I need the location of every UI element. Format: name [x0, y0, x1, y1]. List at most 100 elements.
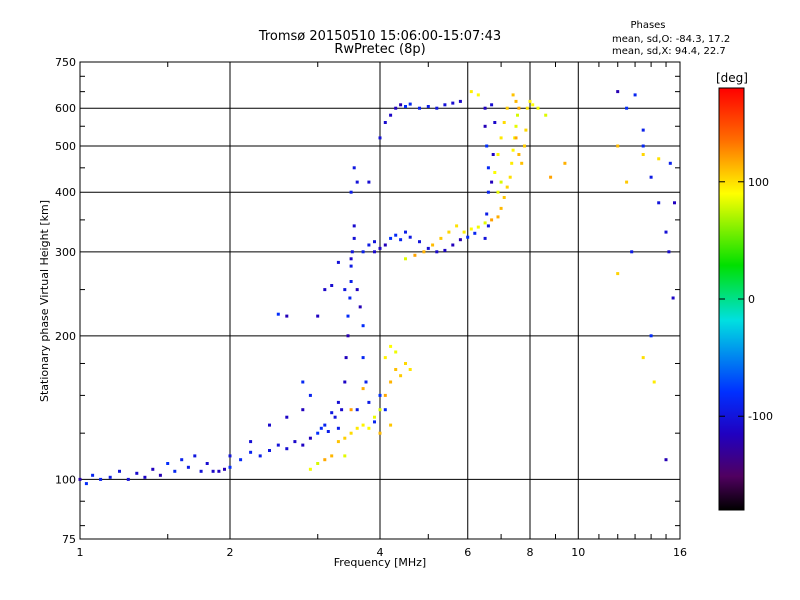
- data-point-o-mode: [664, 230, 668, 234]
- data-point-x-mode: [483, 221, 487, 225]
- data-point-o-mode: [399, 238, 403, 242]
- data-point-x-mode: [508, 175, 512, 179]
- data-point-x-mode: [343, 454, 347, 458]
- data-point-o-mode: [483, 106, 487, 110]
- data-point-x-mode: [514, 124, 518, 128]
- data-point-o-mode: [349, 280, 353, 283]
- data-point-o-mode: [361, 324, 365, 328]
- data-point-o-mode: [249, 450, 253, 454]
- data-point-o-mode: [486, 166, 490, 170]
- data-point-o-mode: [473, 231, 477, 235]
- data-point-o-mode: [326, 430, 330, 433]
- data-point-x-mode: [505, 106, 509, 110]
- colorbar-ticks: 100 0 -100: [719, 176, 773, 423]
- data-point-o-mode: [91, 473, 95, 477]
- y-axis-label: Stationary phase Virtual Height [km]: [38, 200, 51, 402]
- data-point-o-mode: [186, 465, 190, 469]
- data-point-x-mode: [394, 368, 398, 371]
- data-point-x-mode: [499, 136, 503, 140]
- y-tick-label: 300: [55, 246, 76, 259]
- data-point-x-mode: [378, 408, 382, 412]
- data-point-o-mode: [404, 230, 407, 234]
- data-point-x-mode: [413, 253, 417, 257]
- x-tick-labels: 1 2 4 6 8 10 16: [77, 546, 688, 559]
- y-tick-labels: 75 100 200 300 400 500 600 750: [55, 56, 76, 546]
- data-point-o-mode: [228, 454, 232, 458]
- data-point-o-mode: [118, 469, 121, 473]
- data-point-x-mode: [389, 344, 393, 348]
- data-point-o-mode: [319, 426, 323, 430]
- y-tick-label: 100: [55, 473, 76, 486]
- colorbar-tick-label: 0: [748, 293, 755, 306]
- data-point-o-mode: [358, 305, 362, 309]
- data-point-o-mode: [349, 257, 353, 261]
- data-point-o-mode: [211, 469, 215, 473]
- data-point-o-mode: [426, 105, 430, 108]
- data-point-o-mode: [408, 102, 412, 106]
- data-point-x-mode: [549, 175, 553, 179]
- data-point-o-mode: [633, 93, 637, 97]
- data-point-o-mode: [193, 454, 197, 458]
- data-point-o-mode: [355, 180, 359, 184]
- data-point-o-mode: [126, 477, 130, 481]
- data-point-x-mode: [389, 380, 393, 384]
- data-points: [78, 90, 676, 486]
- data-point-o-mode: [223, 467, 226, 471]
- data-point-o-mode: [258, 454, 262, 458]
- data-point-x-mode: [524, 128, 528, 132]
- data-point-x-mode: [399, 374, 403, 378]
- data-point-x-mode: [531, 103, 535, 107]
- data-point-o-mode: [336, 426, 340, 430]
- data-point-o-mode: [285, 314, 289, 318]
- data-point-o-mode: [486, 190, 490, 194]
- data-point-x-mode: [408, 368, 412, 371]
- data-point-o-mode: [394, 106, 398, 110]
- data-point-x-mode: [336, 440, 340, 444]
- data-point-o-mode: [394, 233, 398, 237]
- x-tick-label: 10: [571, 546, 585, 559]
- chart-title-line2: RwPretec (8p): [334, 42, 425, 57]
- data-point-x-mode: [349, 431, 353, 435]
- data-point-x-mode: [517, 106, 521, 110]
- data-point-o-mode: [378, 246, 382, 250]
- data-point-x-mode: [523, 144, 526, 148]
- data-point-o-mode: [485, 144, 489, 148]
- data-point-x-mode: [343, 436, 347, 440]
- data-point-o-mode: [336, 400, 340, 404]
- data-point-o-mode: [383, 243, 387, 247]
- data-point-x-mode: [525, 106, 529, 110]
- data-point-x-mode: [373, 415, 376, 419]
- data-point-x-mode: [625, 180, 629, 184]
- data-point-o-mode: [389, 236, 393, 240]
- data-point-o-mode: [108, 475, 112, 479]
- data-point-o-mode: [367, 243, 371, 247]
- data-point-o-mode: [451, 243, 455, 247]
- data-point-x-mode: [536, 106, 540, 110]
- data-point-o-mode: [344, 356, 348, 360]
- data-point-o-mode: [466, 235, 470, 239]
- data-point-o-mode: [485, 212, 489, 216]
- data-point-o-mode: [458, 238, 462, 242]
- data-point-x-mode: [641, 356, 645, 360]
- data-point-x-mode: [469, 227, 473, 231]
- data-point-x-mode: [422, 250, 426, 254]
- data-point-x-mode: [389, 423, 393, 427]
- data-point-x-mode: [505, 185, 509, 189]
- data-point-o-mode: [367, 180, 371, 184]
- data-point-o-mode: [364, 380, 368, 384]
- data-point-x-mode: [511, 93, 515, 97]
- data-point-x-mode: [502, 121, 506, 124]
- data-point-o-mode: [630, 250, 634, 254]
- data-point-x-mode: [383, 356, 387, 360]
- data-point-x-mode: [510, 161, 514, 165]
- data-point-x-mode: [330, 454, 334, 458]
- data-point-o-mode: [435, 250, 439, 254]
- data-point-x-mode: [490, 218, 494, 222]
- data-point-o-mode: [361, 250, 365, 254]
- data-point-o-mode: [285, 415, 289, 419]
- data-point-x-mode: [499, 180, 503, 184]
- data-point-o-mode: [649, 175, 653, 179]
- data-point-o-mode: [316, 314, 320, 318]
- data-point-x-mode: [496, 153, 500, 156]
- data-point-o-mode: [641, 144, 645, 148]
